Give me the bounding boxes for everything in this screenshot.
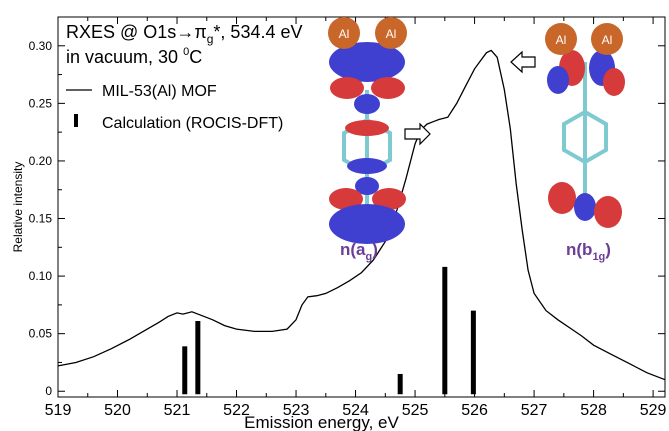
orbital-label-b1g: n(b1g) xyxy=(566,240,611,263)
y-tick-label: 0.25 xyxy=(29,96,53,110)
ag-lobe-ring-blue xyxy=(347,158,387,174)
legend-label-measured: MIL-53(Al) MOF xyxy=(102,83,217,100)
b1g-lobe-top-blue-left xyxy=(547,66,569,94)
x-tick-label: 523 xyxy=(283,402,310,419)
y-tick-label: 0.20 xyxy=(29,154,53,168)
x-tick-label: 525 xyxy=(402,402,429,419)
y-tick-label: 0.10 xyxy=(29,269,53,283)
ag-lobe-bot-red-left xyxy=(329,188,363,210)
x-tick-label: 521 xyxy=(164,402,191,419)
title2-b: C xyxy=(189,47,202,67)
ag-lobe-bot-blue xyxy=(329,204,405,244)
chart-title-line1: RXES @ O1s→πg*, 534.4 eV xyxy=(66,22,303,46)
y-tick-label: 0 xyxy=(45,384,52,398)
b1g-lobe-top-red-right xyxy=(603,68,625,96)
x-tick-label: 529 xyxy=(640,402,667,419)
ag-label-close: ) xyxy=(372,240,378,259)
ag-al-atom-right xyxy=(375,17,407,49)
b1g-label-sub: 1g xyxy=(592,251,605,263)
ag-lobe-ring-red xyxy=(345,120,389,136)
legend-label-calculation: Calculation (ROCIS-DFT) xyxy=(102,115,283,132)
title-main: RXES @ O1s xyxy=(66,22,176,42)
title2-sup: 0 xyxy=(183,46,189,58)
x-axis-label: Emission energy, eV xyxy=(244,413,399,431)
ag-lobe-bot-blue-small xyxy=(355,177,379,195)
title-pi: π xyxy=(194,22,206,42)
ag-lobe-bot-red-right xyxy=(372,188,406,210)
b1g-al-label-left: Al xyxy=(556,33,567,47)
title-sub: g xyxy=(207,32,214,46)
chart-axes: 519 520 521 522 523 524 525 526 527 528 529 0 0.05 0.… xyxy=(11,16,667,431)
ag-label-sub: g xyxy=(366,251,373,263)
b1g-al-atom-left xyxy=(545,23,577,55)
x-tick-label: 526 xyxy=(461,402,488,419)
x-tick-label: 524 xyxy=(342,402,369,419)
ag-al-label-left: Al xyxy=(339,27,350,41)
y-axis-label: Relative intensity xyxy=(11,162,25,253)
calc-bar-4 xyxy=(470,310,476,395)
y-tick-label: 0.05 xyxy=(29,327,53,341)
calc-bar-3 xyxy=(442,266,448,395)
legend-bar-swatch xyxy=(74,114,78,127)
y-tick-label: 0.30 xyxy=(29,39,53,53)
y-tick-label: 0.15 xyxy=(29,212,53,226)
ag-lobe-top-blue xyxy=(329,42,405,82)
orbital-label-ag: n(ag) xyxy=(340,240,378,263)
x-tick-label: 519 xyxy=(45,402,72,419)
b1g-al-label-right: Al xyxy=(602,33,613,47)
x-tick-label: 522 xyxy=(223,402,250,419)
ag-lobe-top-red-right xyxy=(371,77,405,99)
b1g-lobe-bot-red-left xyxy=(548,182,576,214)
arrow-to-ag-peak xyxy=(404,122,431,146)
ag-lobe-mid-blue xyxy=(354,94,380,114)
legend: MIL-53(Al) MOF Calculation (ROCIS-DFT) xyxy=(66,83,283,132)
x-tick-label: 527 xyxy=(521,402,548,419)
plot-frame xyxy=(57,16,666,398)
calc-bar-0 xyxy=(182,346,188,395)
ag-label-letter: n(a xyxy=(340,240,366,259)
arrow-to-b1g-peak xyxy=(510,50,536,74)
orbital-image-ag: Al Al n(ag) xyxy=(328,17,407,263)
ag-lobe-top-red-left xyxy=(330,77,364,99)
ag-al-atom-left xyxy=(328,17,360,49)
b1g-lobe-bot-red-right xyxy=(594,196,622,228)
calc-bar-2 xyxy=(397,373,403,395)
x-tick-label: 520 xyxy=(104,402,131,419)
title-arrow: → xyxy=(176,22,194,42)
orbital-image-b1g: Al Al n(b1g) xyxy=(545,23,625,263)
b1g-benzene-ring xyxy=(562,109,608,165)
b1g-lobe-bot-blue-mid xyxy=(574,193,596,221)
title-rest: *, 534.4 eV xyxy=(213,22,302,42)
x-tick-label: 528 xyxy=(580,402,607,419)
title2-a: in vacuum, 30 xyxy=(66,47,183,67)
b1g-label-close: ) xyxy=(605,240,611,259)
b1g-label-letter: n(b xyxy=(566,240,592,259)
ag-al-label-right: Al xyxy=(386,27,397,41)
b1g-al-atom-right xyxy=(591,23,623,55)
calc-bar-1 xyxy=(195,321,201,395)
chart-title-line2: in vacuum, 30 0C xyxy=(66,46,202,67)
